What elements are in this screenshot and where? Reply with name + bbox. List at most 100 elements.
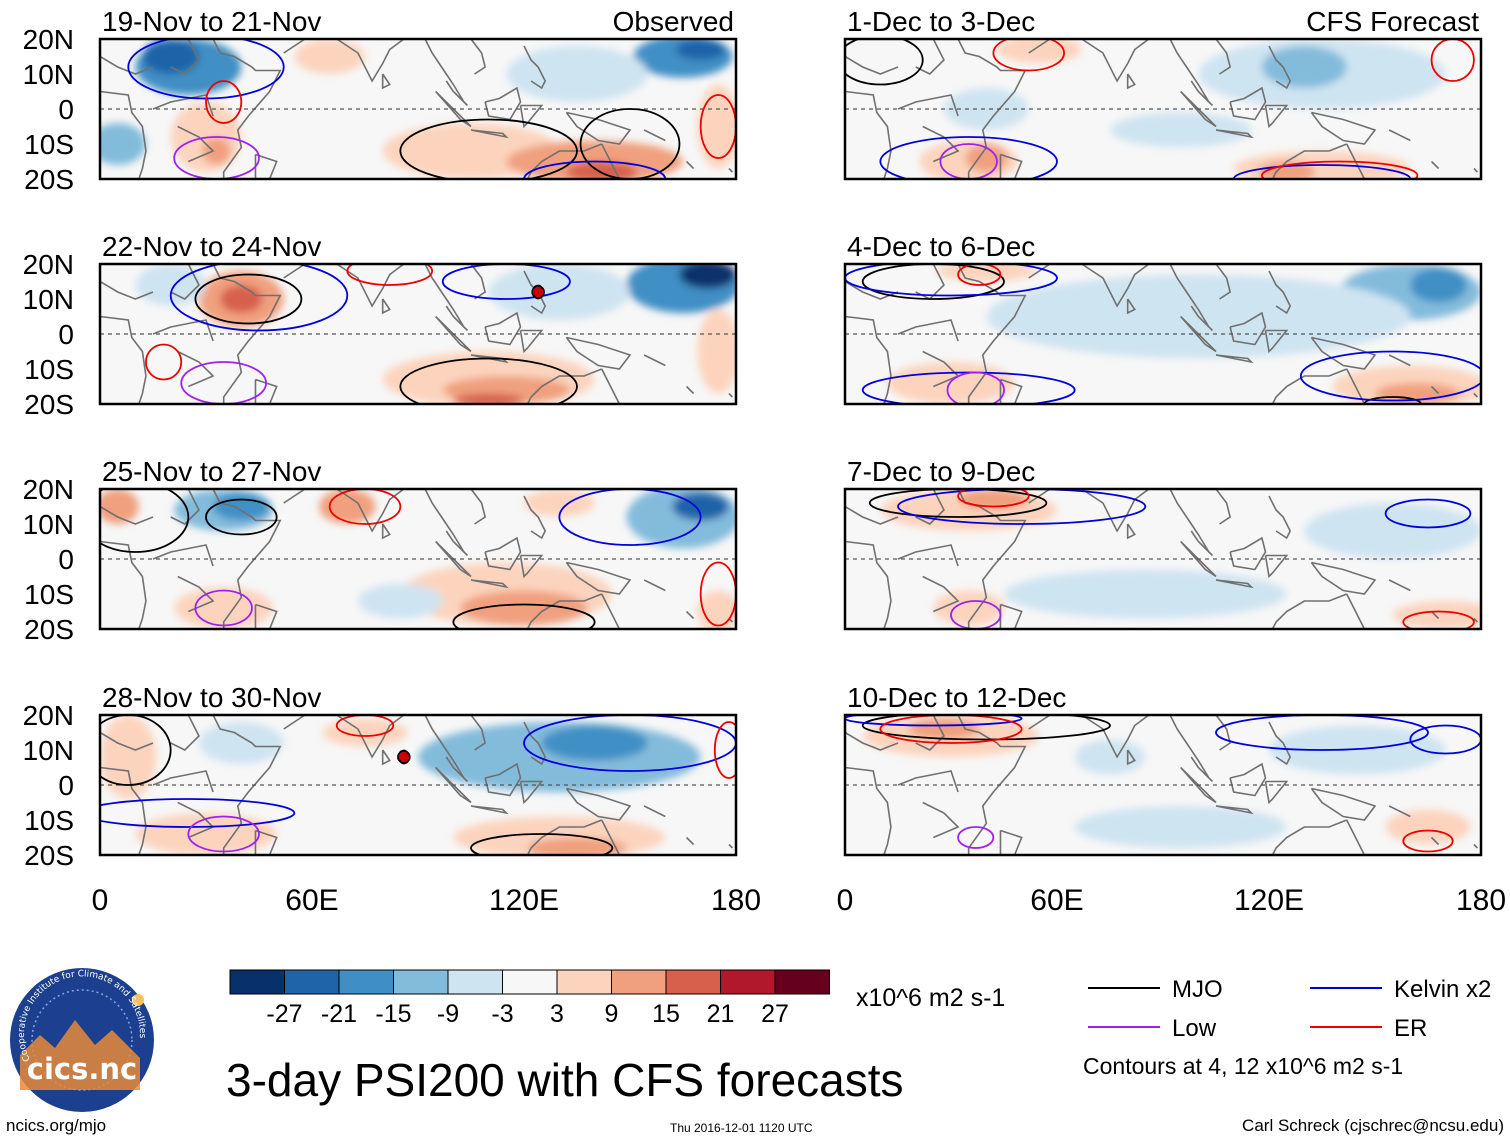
anomaly-blob — [697, 84, 736, 169]
panel-obs1: 19-Nov to 21-Nov Observed 20N 10N 0 10S 20S — [23, 6, 738, 195]
storm-marker-icon — [531, 284, 545, 300]
y-tick-label: 20S — [24, 614, 74, 645]
coastline — [643, 579, 666, 592]
coastlines — [845, 489, 1479, 629]
coastline — [470, 715, 487, 751]
y-tick-label: 10S — [24, 805, 74, 836]
panel-frame — [98, 262, 738, 406]
cics-logo: cics.nc Cooperative Institute for Climat… — [10, 968, 154, 1112]
anomaly-shading — [862, 715, 1471, 848]
forecast-label: CFS Forecast — [1306, 6, 1479, 37]
footer-url[interactable]: ncics.org/mjo — [6, 1116, 106, 1135]
contour-kelvin — [523, 160, 667, 179]
coastline — [845, 315, 892, 404]
coastline — [1229, 762, 1267, 797]
coastline — [1169, 264, 1214, 332]
coastline — [1028, 715, 1051, 730]
coastline — [435, 766, 472, 804]
contour-low — [173, 136, 260, 179]
panel-fc2: 4-Dec to 6-Dec — [843, 231, 1483, 406]
contour-er — [957, 489, 1030, 508]
coastline — [519, 780, 544, 805]
coastline — [254, 603, 278, 629]
y-tick-label: 0 — [58, 319, 74, 350]
coastline — [254, 378, 278, 404]
coastline — [1028, 489, 1051, 504]
coastline — [728, 843, 734, 849]
anomaly-blob — [220, 285, 263, 313]
contour-er — [328, 489, 402, 525]
coastline — [523, 270, 547, 315]
colorbar-swatch — [393, 969, 449, 995]
coastline — [152, 544, 214, 567]
colorbar-tick-label: 3 — [550, 1000, 564, 1028]
coastline — [1388, 805, 1411, 818]
coastline — [424, 715, 469, 783]
coastline — [381, 73, 391, 90]
coastline — [643, 805, 666, 818]
coastline — [100, 39, 154, 75]
coastline — [519, 329, 544, 354]
coastline — [381, 298, 391, 315]
coastline — [1215, 264, 1232, 300]
anomaly-blob — [198, 722, 284, 764]
coastline — [484, 762, 522, 797]
contour-low — [939, 143, 998, 179]
coastline — [1081, 264, 1150, 308]
contour-mjo — [845, 39, 924, 86]
coastline — [283, 39, 306, 54]
coastline — [170, 489, 200, 525]
anomaly-blob — [100, 489, 139, 524]
y-tick-label: 20N — [23, 249, 74, 280]
contour-kelvin — [1215, 715, 1429, 751]
coastline — [336, 39, 405, 83]
coastline — [526, 143, 603, 179]
coastline — [1215, 805, 1254, 815]
contour-er — [205, 80, 243, 124]
colorbar-tick-label: -9 — [437, 1000, 459, 1028]
coastline — [212, 264, 282, 404]
coastline — [1473, 843, 1479, 849]
coastline — [381, 523, 391, 540]
coastline — [1271, 819, 1348, 855]
coastline — [845, 489, 899, 525]
colorbar-swatch — [284, 969, 340, 995]
coastline — [1310, 787, 1377, 821]
panel-fc1: 1-Dec to 3-Dec CFS Forecast — [843, 6, 1483, 181]
anomaly-blob — [213, 492, 270, 521]
coastline — [1430, 160, 1440, 170]
panel-frame — [843, 713, 1483, 857]
coastline — [922, 350, 960, 388]
contour-kelvin — [169, 264, 349, 332]
panel-obs3: 25-Nov to 27-Nov 20N 10N 0 10S 20S — [23, 456, 738, 645]
coastline — [170, 715, 200, 751]
contour-kelvin — [441, 264, 571, 300]
x-tick-label: 0 — [837, 884, 854, 917]
coastline — [1180, 315, 1217, 353]
coastline — [470, 39, 487, 75]
y-tick-label: 20S — [24, 164, 74, 195]
anomaly-blob — [294, 39, 365, 74]
coastline — [565, 336, 632, 370]
wave-contours — [868, 489, 1475, 629]
anomaly-blob — [1410, 267, 1467, 303]
coastline — [1310, 111, 1377, 145]
coastline — [999, 603, 1023, 629]
coastline — [170, 264, 200, 300]
coastline — [1430, 385, 1440, 395]
logo-inner-ring — [31, 989, 133, 1091]
coastline — [526, 368, 603, 404]
colorbar-swatch — [447, 969, 503, 995]
contour-er — [1261, 160, 1419, 179]
figure-title: 3-day PSI200 with CFS forecasts — [226, 1054, 904, 1106]
contour-kelvin — [845, 264, 1058, 297]
anomaly-blob — [174, 587, 274, 629]
coastline — [897, 770, 959, 793]
anomaly-blob — [202, 137, 231, 165]
coastline — [1215, 354, 1254, 364]
contour-mjo — [452, 603, 596, 629]
coastline — [728, 167, 734, 173]
coastline — [643, 129, 666, 142]
anomaly-blob — [100, 123, 146, 165]
contour-kelvin — [1299, 350, 1481, 402]
